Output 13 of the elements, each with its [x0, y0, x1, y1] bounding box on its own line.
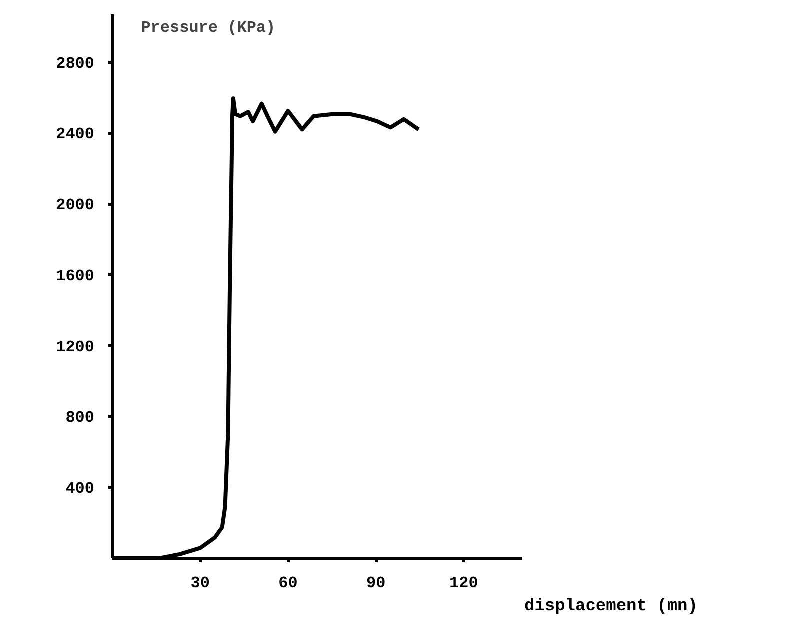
- x-tick-label: 90: [366, 574, 386, 592]
- y-axis-title: Pressure (KPa): [141, 19, 276, 38]
- y-tick-label: 2800: [56, 54, 94, 73]
- x-axis-title: displacement (mn): [524, 598, 698, 616]
- y-tick-label: 400: [66, 480, 95, 498]
- y-tick-label: 2000: [56, 196, 94, 215]
- y-tick-label: 1200: [56, 338, 94, 356]
- y-tick-label: 800: [66, 409, 95, 428]
- y-tick-label: 1600: [56, 267, 94, 286]
- y-tick-label: 2400: [56, 126, 94, 144]
- x-tick-label: 60: [278, 574, 298, 592]
- x-tick-label: 120: [450, 574, 478, 592]
- x-tick-label: 30: [190, 574, 210, 592]
